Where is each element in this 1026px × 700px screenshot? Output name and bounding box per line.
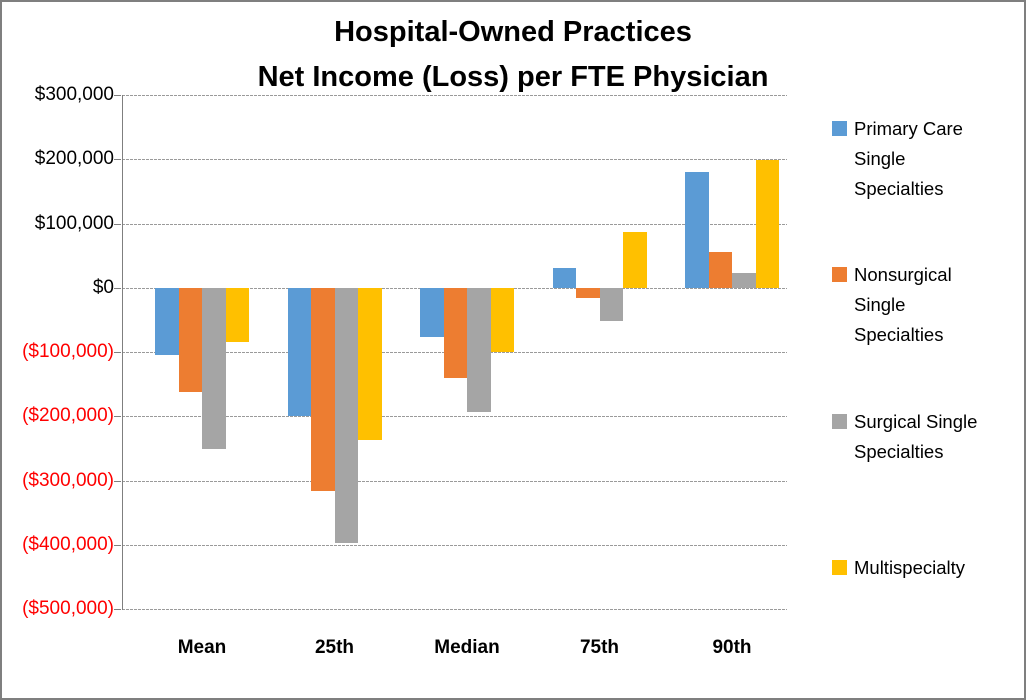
legend-label: Multispecialty <box>854 557 966 578</box>
gridline <box>122 544 787 546</box>
y-axis-tick-label: ($500,000) <box>22 598 114 619</box>
legend-swatch-yellow-icon <box>832 560 847 575</box>
y-axis-tick-label: $300,000 <box>34 84 114 105</box>
y-axis-tick <box>114 95 121 96</box>
bar-nonsurgical-single-specialties-75th <box>576 287 600 299</box>
y-axis-tick-label: $200,000 <box>34 148 114 170</box>
y-axis-tick-label: $100,000 <box>34 212 114 234</box>
x-axis-category-label: Mean <box>177 637 227 658</box>
y-axis-tick <box>114 223 121 225</box>
y-axis-tick-label: ($200,000) <box>22 405 114 427</box>
legend-label: Primary Care Single Specialties <box>854 118 963 199</box>
x-axis-category-label: 75th <box>579 637 620 658</box>
bar-surgical-single-specialties-median <box>467 287 491 413</box>
y-axis-tick <box>114 159 121 161</box>
y-axis-tick-label: ($400,000) <box>22 533 114 555</box>
y-axis-tick <box>114 352 121 353</box>
bar-surgical-single-specialties-75th <box>599 287 623 321</box>
bar-multispecialty-25th <box>358 287 382 441</box>
y-axis-tick <box>114 480 121 482</box>
legend-entry: Multispecialty <box>832 553 994 583</box>
gridline <box>122 609 787 610</box>
legend-entry: Primary Care Single Specialties <box>832 114 994 204</box>
gridline <box>122 95 787 96</box>
chart-title: Hospital-Owned Practices Net Income (Los… <box>2 10 1024 100</box>
chart-title-line1: Hospital-Owned Practices <box>334 16 692 48</box>
bar-nonsurgical-single-specialties-mean <box>178 287 202 393</box>
bar-multispecialty-median <box>490 287 514 352</box>
bar-multispecialty-90th <box>755 159 779 288</box>
bar-surgical-single-specialties-mean <box>202 287 226 450</box>
legend-swatch-orange-icon <box>832 267 847 282</box>
bar-multispecialty-mean <box>225 287 249 343</box>
bar-primary-care-single-specialties-75th <box>552 268 576 288</box>
x-axis-category-label: 90th <box>712 637 752 658</box>
gridline <box>122 223 787 225</box>
y-axis-tick <box>114 544 121 546</box>
bar-surgical-single-specialties-25th <box>334 287 358 544</box>
bar-nonsurgical-single-specialties-90th <box>708 251 732 288</box>
bar-primary-care-single-specialties-90th <box>685 172 709 288</box>
gridline <box>122 416 787 418</box>
legend-entry: Surgical Single Specialties <box>832 407 994 467</box>
y-axis-tick-label: $0 <box>92 276 114 298</box>
y-axis-line <box>122 95 123 610</box>
legend-label: Nonsurgical Single Specialties <box>854 264 952 345</box>
chart-title-line2: Net Income (Loss) per FTE Physician <box>257 61 769 93</box>
y-axis-tick-label: ($300,000) <box>22 469 114 491</box>
bar-primary-care-single-specialties-median <box>420 287 444 338</box>
x-axis-category-label: 25th <box>314 637 355 658</box>
bar-nonsurgical-single-specialties-median <box>443 287 467 378</box>
plot-area <box>122 95 787 610</box>
legend-label: Surgical Single Specialties <box>854 411 978 462</box>
y-axis-tick <box>114 287 121 289</box>
legend-swatch-blue-icon <box>832 121 847 136</box>
x-axis-category-label: Median <box>434 637 500 658</box>
bar-surgical-single-specialties-90th <box>732 272 756 288</box>
y-axis-tick <box>114 609 121 610</box>
legend-swatch-gray-icon <box>832 414 847 429</box>
y-axis-tick-label: ($100,000) <box>22 341 114 362</box>
bar-multispecialty-75th <box>623 232 647 288</box>
bar-nonsurgical-single-specialties-25th <box>311 287 335 492</box>
y-axis-tick <box>114 416 121 418</box>
bar-primary-care-single-specialties-25th <box>287 287 311 417</box>
gridline <box>122 159 787 161</box>
bar-primary-care-single-specialties-mean <box>155 287 179 356</box>
gridline <box>122 480 787 482</box>
legend-entry: Nonsurgical Single Specialties <box>832 260 994 350</box>
